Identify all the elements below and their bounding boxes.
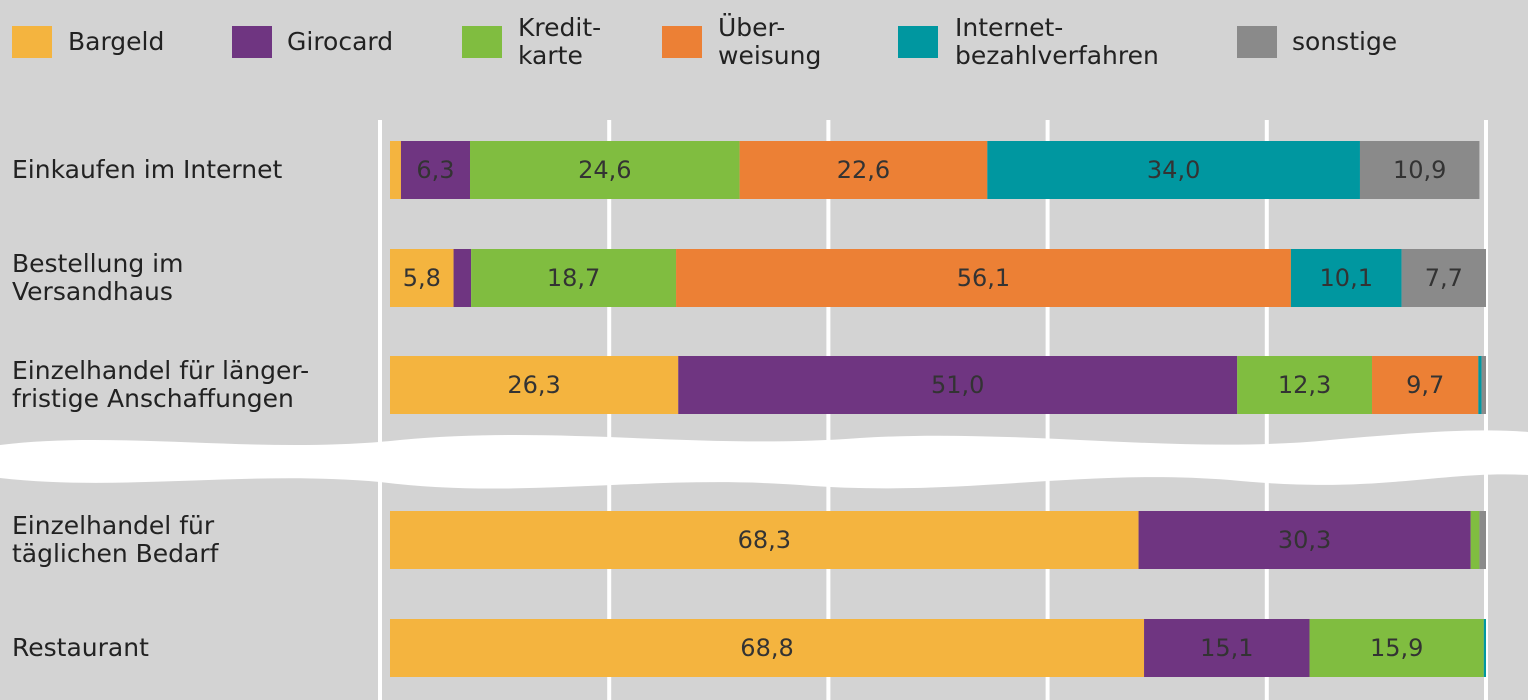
value-label: 9,7 bbox=[1406, 371, 1444, 399]
legend-label: Bargeld bbox=[68, 27, 165, 56]
legend-label: Girocard bbox=[287, 27, 394, 56]
category-label: Restaurant bbox=[12, 633, 149, 662]
legend-swatch bbox=[662, 26, 702, 58]
bar-segment bbox=[1359, 141, 1480, 199]
bar-segment bbox=[1372, 356, 1479, 414]
bar-segment bbox=[390, 511, 1139, 569]
value-label: 22,6 bbox=[837, 156, 890, 184]
bar-segment bbox=[390, 141, 401, 199]
bar-segment bbox=[1478, 356, 1482, 414]
bar-segment bbox=[1144, 619, 1310, 677]
legend-swatch bbox=[232, 26, 272, 58]
value-label: 15,1 bbox=[1200, 634, 1253, 662]
bar-segment bbox=[1481, 356, 1486, 414]
bar-segment bbox=[1138, 511, 1471, 569]
category-label: Einzelhandel für länger- fristige Anscha… bbox=[12, 356, 310, 413]
legend-swatch bbox=[898, 26, 938, 58]
value-label: 30,3 bbox=[1278, 526, 1331, 554]
value-label: 68,8 bbox=[740, 634, 793, 662]
value-label: 10,9 bbox=[1393, 156, 1446, 184]
bar-segment bbox=[390, 249, 454, 307]
legend-label: sonstige bbox=[1292, 27, 1398, 56]
legend-swatch bbox=[1237, 26, 1277, 58]
bar-segment bbox=[471, 249, 677, 307]
category-label: Einzelhandel für täglichen Bedarf bbox=[12, 511, 219, 568]
bar-segment bbox=[987, 141, 1360, 199]
bar-segment bbox=[1237, 356, 1373, 414]
legend-swatch bbox=[12, 26, 52, 58]
bar-segment bbox=[390, 619, 1145, 677]
bar-segment bbox=[1401, 249, 1486, 307]
value-label: 24,6 bbox=[578, 156, 631, 184]
bar-segment bbox=[1470, 511, 1480, 569]
bar-segment bbox=[453, 249, 472, 307]
legend-label: Über- weisung bbox=[718, 13, 822, 70]
value-label: 15,9 bbox=[1370, 634, 1423, 662]
legend-swatch bbox=[462, 26, 502, 58]
value-label: 5,8 bbox=[403, 264, 441, 292]
bar-segment bbox=[390, 356, 679, 414]
bar-segment bbox=[470, 141, 740, 199]
value-label: 10,1 bbox=[1320, 264, 1373, 292]
category-label: Einkaufen im Internet bbox=[12, 155, 283, 184]
bar-segment bbox=[400, 141, 471, 199]
value-label: 56,1 bbox=[957, 264, 1010, 292]
category-label: Bestellung im Versandhaus bbox=[12, 249, 184, 306]
value-label: 6,3 bbox=[416, 156, 454, 184]
axis-break bbox=[0, 430, 1528, 489]
value-label: 26,3 bbox=[507, 371, 560, 399]
legend-label: Internet- bezahlverfahren bbox=[955, 13, 1159, 70]
value-label: 18,7 bbox=[547, 264, 600, 292]
bar-segment bbox=[676, 249, 1291, 307]
value-label: 51,0 bbox=[931, 371, 984, 399]
value-label: 34,0 bbox=[1147, 156, 1200, 184]
bar-segment bbox=[739, 141, 988, 199]
bar-segment bbox=[1479, 511, 1486, 569]
value-label: 7,7 bbox=[1425, 264, 1463, 292]
bar-segment bbox=[1290, 249, 1402, 307]
value-label: 12,3 bbox=[1278, 371, 1331, 399]
legend-label: Kredit- karte bbox=[518, 13, 602, 70]
value-label: 68,3 bbox=[738, 526, 791, 554]
bar-segment bbox=[1309, 619, 1484, 677]
bar-segment bbox=[1483, 619, 1486, 677]
bar-segment bbox=[678, 356, 1238, 414]
